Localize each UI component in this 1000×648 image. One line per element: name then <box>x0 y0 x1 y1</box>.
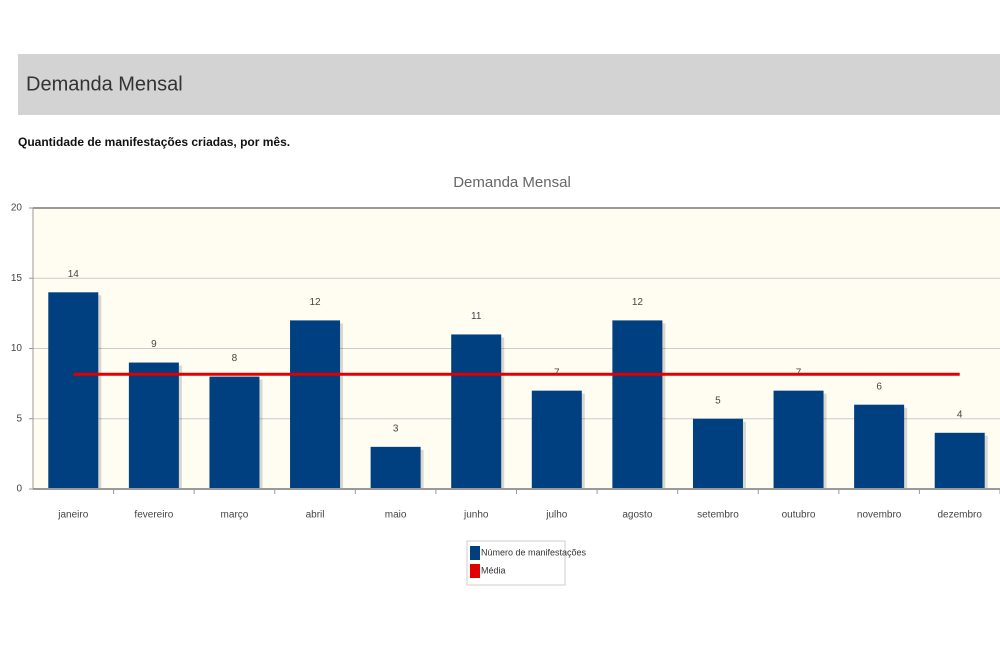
x-tick-label: setembro <box>697 510 739 521</box>
bar <box>209 376 260 489</box>
data-label: 12 <box>309 297 321 308</box>
bar <box>692 418 743 489</box>
x-tick-label: junho <box>463 510 489 521</box>
bar <box>612 320 663 489</box>
x-tick-label: março <box>221 510 249 521</box>
legend-label: Número de manifestações <box>481 547 587 557</box>
data-label: 9 <box>151 339 157 350</box>
y-tick-label: 15 <box>11 273 23 284</box>
chart-title: Demanda Mensal <box>453 174 571 191</box>
legend-swatch <box>470 564 480 578</box>
bar <box>128 362 179 489</box>
y-tick-label: 5 <box>16 413 22 424</box>
data-label: 4 <box>957 409 963 420</box>
x-tick-label: dezembro <box>937 510 982 521</box>
subtitle: Quantidade de manifestações criadas, por… <box>18 135 290 149</box>
data-label: 3 <box>393 423 399 434</box>
x-tick-label: outubro <box>782 510 816 521</box>
data-label: 11 <box>471 311 482 322</box>
legend-swatch <box>470 546 480 560</box>
bar <box>370 446 421 489</box>
x-tick-label: maio <box>385 510 407 521</box>
y-tick-label: 10 <box>11 343 23 354</box>
x-tick-label: julho <box>545 510 568 521</box>
x-tick-label: abril <box>306 510 325 521</box>
bar <box>934 432 985 489</box>
x-tick-label: fevereiro <box>134 510 173 521</box>
bar <box>854 404 905 489</box>
x-tick-label: janeiro <box>57 510 88 521</box>
legend-box <box>466 540 566 586</box>
data-label: 12 <box>632 297 644 308</box>
data-label: 8 <box>232 353 238 364</box>
header-title: Demanda Mensal <box>26 73 183 95</box>
bar <box>531 390 582 489</box>
y-tick-label: 0 <box>16 484 22 495</box>
data-label: 5 <box>715 395 721 406</box>
header-bar <box>18 54 1000 115</box>
legend-label: Média <box>481 565 506 575</box>
bar <box>451 334 502 489</box>
x-tick-label: novembro <box>857 510 902 521</box>
y-tick-label: 20 <box>11 203 23 214</box>
bar <box>48 292 99 489</box>
data-label: 14 <box>68 269 80 280</box>
data-label: 6 <box>876 381 882 392</box>
x-tick-label: agosto <box>622 510 652 521</box>
bar <box>290 320 341 489</box>
bar <box>773 390 824 489</box>
